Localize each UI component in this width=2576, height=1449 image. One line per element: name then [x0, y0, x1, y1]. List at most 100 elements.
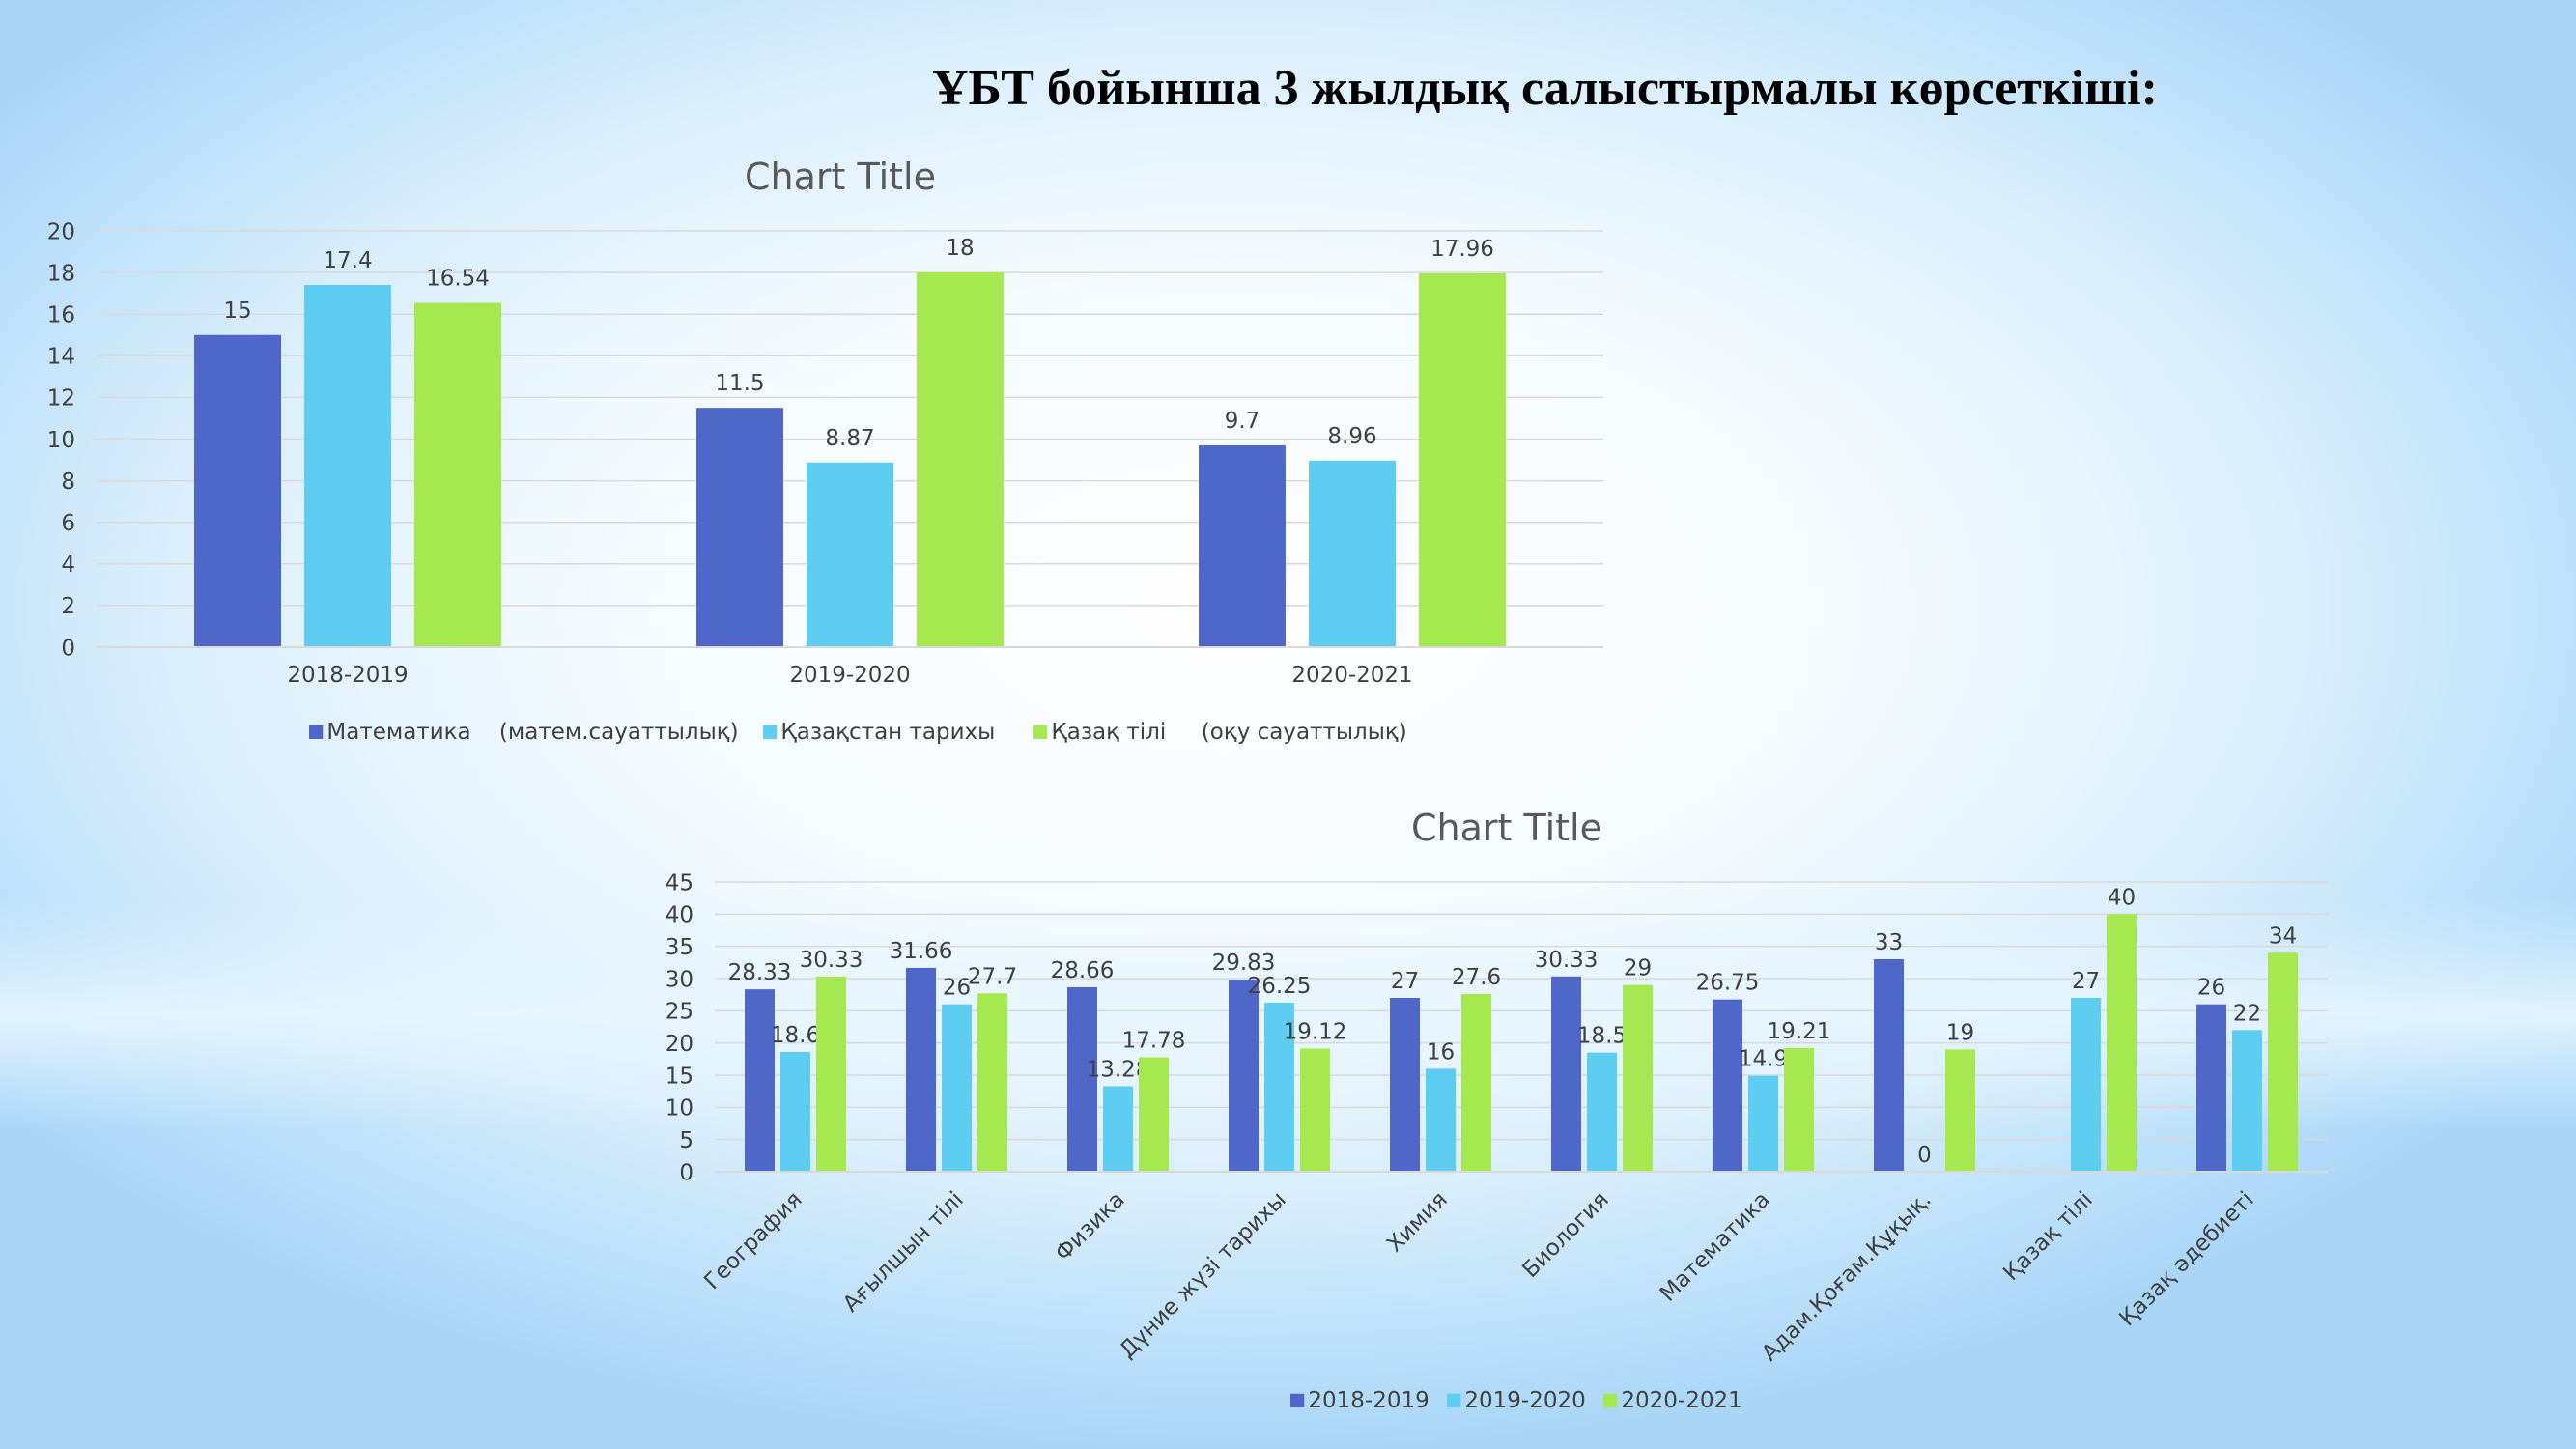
data-label: 16.54 [426, 267, 490, 292]
x-tick-label: 2018-2019 [287, 663, 408, 688]
x-tick-label: Химия [1382, 1187, 1453, 1258]
data-label: 18.5 [1577, 1024, 1627, 1049]
bar [696, 408, 783, 647]
data-label: 31.66 [890, 939, 953, 964]
legend-item: 2019-2020 [1464, 1388, 1585, 1413]
data-label: 27.7 [968, 964, 1017, 989]
data-label: 27 [1391, 969, 1419, 994]
data-label: 33 [1875, 930, 1903, 955]
y-tick-label: 25 [665, 1000, 694, 1025]
y-tick-label: 5 [679, 1128, 694, 1153]
legend-swatch [1290, 1393, 1305, 1407]
data-label: 0 [1917, 1143, 1932, 1168]
bar [1390, 998, 1420, 1172]
data-label: 14.9 [1739, 1047, 1788, 1072]
legend-item: Қазақстан тарихы [780, 720, 995, 745]
bar [942, 1004, 972, 1172]
y-tick-label: 12 [47, 386, 75, 412]
legend-item: Қазақ тілі (оқу сауаттылық) [1051, 720, 1406, 745]
bar [1551, 976, 1581, 1172]
bar [2107, 914, 2137, 1172]
y-tick-label: 10 [665, 1096, 694, 1122]
data-label: 19.21 [1768, 1019, 1831, 1044]
x-tick-label: 2020-2021 [1291, 663, 1412, 688]
y-tick-label: 30 [665, 967, 694, 992]
legend-swatch [1033, 724, 1048, 739]
x-tick-label: Дүние жүзі тарихы [1115, 1187, 1291, 1364]
data-label: 8.87 [825, 426, 874, 451]
x-tick-label: Биология [1517, 1187, 1613, 1283]
data-label: 18 [946, 236, 974, 261]
bar [304, 285, 391, 647]
bar [1784, 1047, 1814, 1172]
data-label: 28.66 [1051, 958, 1115, 983]
bar [1309, 460, 1396, 647]
data-label: 19.12 [1284, 1020, 1347, 1045]
y-tick-label: 14 [47, 345, 75, 370]
data-label: 11.5 [715, 371, 764, 396]
data-label: 30.33 [800, 948, 863, 973]
data-label: 8.96 [1327, 424, 1376, 449]
y-tick-label: 10 [47, 428, 75, 453]
bar [1103, 1086, 1133, 1172]
bar [1067, 986, 1097, 1172]
y-tick-label: 0 [679, 1160, 694, 1185]
x-tick-label: Қазақ әдебиеті [2114, 1187, 2258, 1331]
bar [1587, 1052, 1617, 1172]
y-tick-label: 15 [665, 1064, 694, 1089]
legend-swatch [1603, 1393, 1618, 1407]
bar [745, 989, 775, 1172]
bar [194, 334, 281, 647]
data-label: 13.28 [1087, 1057, 1150, 1082]
bar [1713, 999, 1742, 1172]
y-tick-label: 18 [47, 261, 75, 286]
bar [1199, 444, 1286, 647]
legend-swatch [763, 724, 778, 739]
legend-item: 2020-2021 [1621, 1388, 1741, 1413]
bar [1461, 994, 1491, 1172]
bar [2196, 1004, 2226, 1172]
data-label: 15 [223, 298, 251, 324]
slide-title: ҰБТ бойынша 3 жылдық салыстырмалы көрсет… [932, 61, 2158, 116]
y-tick-label: 35 [665, 935, 694, 960]
y-tick-label: 2 [61, 594, 75, 619]
data-label: 26.25 [1248, 974, 1312, 999]
bar [1623, 984, 1653, 1172]
bar [2268, 952, 2298, 1172]
bar [780, 1052, 810, 1172]
bar [1874, 959, 1904, 1172]
data-label: 30.33 [1535, 948, 1599, 973]
data-label: 17.78 [1122, 1028, 1186, 1053]
bar [414, 302, 501, 647]
x-tick-label: Адам.Қоғам.Құқық. [1757, 1187, 1936, 1366]
y-tick-label: 45 [665, 870, 694, 895]
bar [1426, 1068, 1456, 1172]
y-tick-label: 20 [665, 1032, 694, 1057]
x-tick-label: Физика [1051, 1187, 1130, 1266]
bar [1264, 1003, 1294, 1172]
y-tick-label: 20 [47, 219, 75, 244]
y-tick-label: 6 [61, 511, 75, 536]
data-label: 27.6 [1452, 965, 1501, 990]
data-label: 26.75 [1696, 971, 1760, 996]
bar [1139, 1057, 1169, 1172]
data-label: 17.4 [323, 248, 372, 273]
data-label: 18.6 [771, 1023, 820, 1048]
data-label: 27 [2072, 969, 2100, 994]
bar [917, 272, 1004, 647]
y-tick-label: 16 [47, 302, 75, 327]
bar [906, 967, 936, 1172]
data-label: 9.7 [1225, 409, 1260, 434]
data-label: 29 [1624, 956, 1652, 981]
y-tick-label: 4 [61, 553, 75, 578]
data-label: 26 [943, 976, 971, 1001]
data-label: 40 [2108, 885, 2136, 910]
data-label: 29.83 [1212, 951, 1276, 976]
data-label: 19 [1946, 1020, 1974, 1045]
chart-title: Chart Title [745, 156, 936, 198]
x-tick-label: Қазақ тілі [1998, 1187, 2097, 1286]
bar [2232, 1030, 2262, 1172]
y-tick-label: 8 [61, 469, 75, 495]
